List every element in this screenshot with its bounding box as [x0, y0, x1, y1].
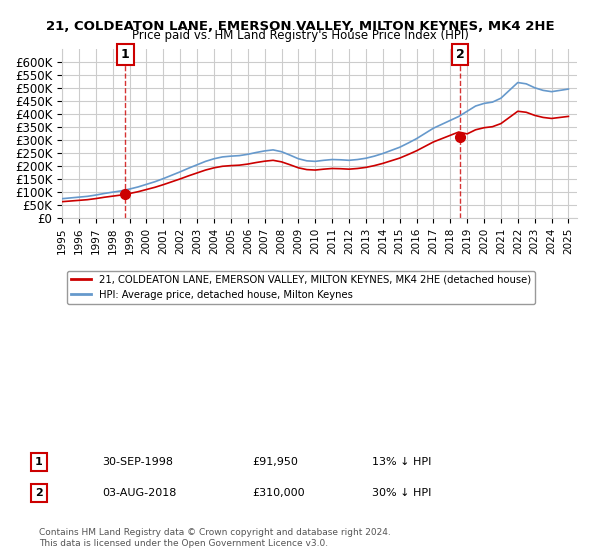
Text: £91,950: £91,950: [252, 457, 298, 467]
Text: £310,000: £310,000: [252, 488, 305, 498]
Text: Price paid vs. HM Land Registry's House Price Index (HPI): Price paid vs. HM Land Registry's House …: [131, 29, 469, 42]
Text: 2: 2: [35, 488, 43, 498]
Text: 30% ↓ HPI: 30% ↓ HPI: [372, 488, 431, 498]
Text: Contains HM Land Registry data © Crown copyright and database right 2024.
This d: Contains HM Land Registry data © Crown c…: [39, 528, 391, 548]
Text: 1: 1: [35, 457, 43, 467]
Legend: 21, COLDEATON LANE, EMERSON VALLEY, MILTON KEYNES, MK4 2HE (detached house), HPI: 21, COLDEATON LANE, EMERSON VALLEY, MILT…: [67, 271, 535, 304]
Text: 13% ↓ HPI: 13% ↓ HPI: [372, 457, 431, 467]
Text: 03-AUG-2018: 03-AUG-2018: [102, 488, 176, 498]
Text: 30-SEP-1998: 30-SEP-1998: [102, 457, 173, 467]
Text: 1: 1: [121, 48, 130, 61]
Text: 21, COLDEATON LANE, EMERSON VALLEY, MILTON KEYNES, MK4 2HE: 21, COLDEATON LANE, EMERSON VALLEY, MILT…: [46, 20, 554, 32]
Text: 2: 2: [456, 48, 464, 61]
